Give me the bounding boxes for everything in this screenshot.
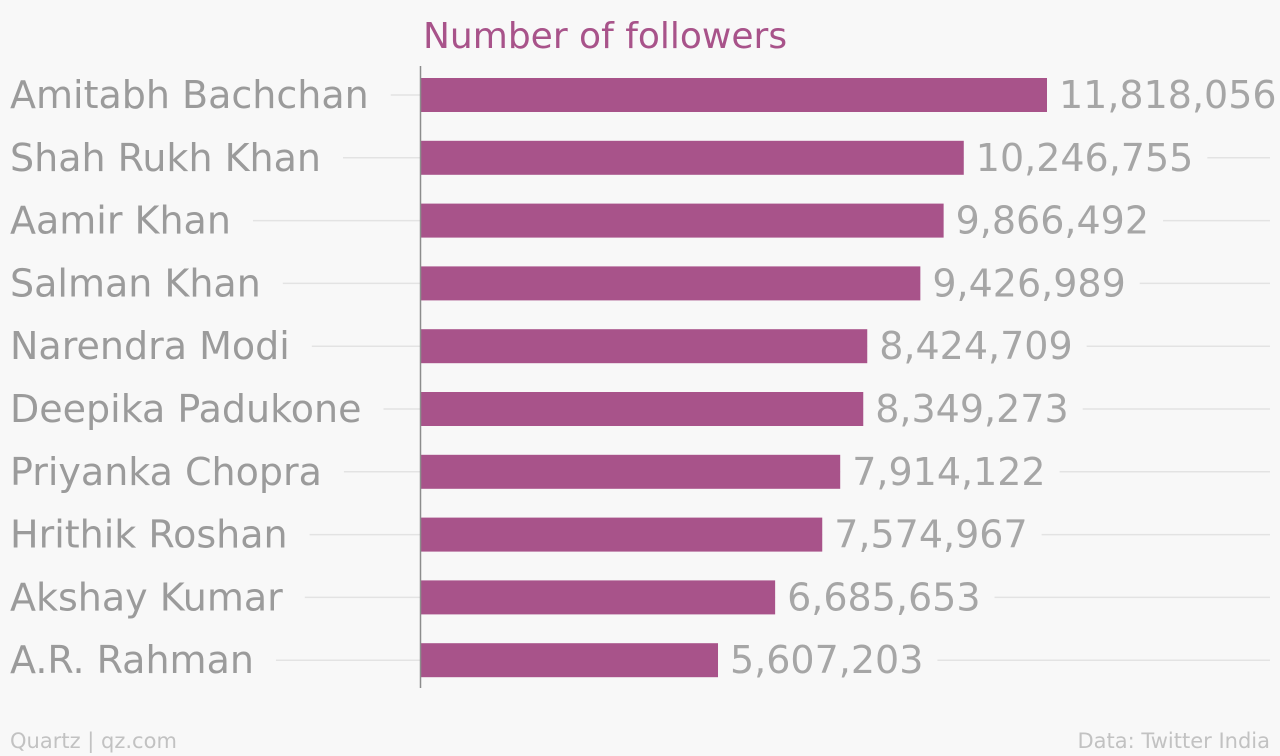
value-label: 11,818,056: [1059, 73, 1277, 117]
bars: [421, 78, 1047, 678]
value-labels: 11,818,056 10,246,755 9,866,492 9,426,989 8,…: [730, 73, 1277, 682]
category-label: Akshay Kumar: [10, 575, 283, 619]
category-label: Amitabh Bachchan: [10, 73, 369, 117]
category-label: A.R. Rahman: [10, 638, 254, 682]
value-label: 10,246,755: [976, 136, 1194, 180]
value-label: 9,866,492: [956, 199, 1149, 243]
value-label: 7,914,122: [852, 450, 1045, 494]
value-label-backdrop: [1047, 92, 1280, 98]
chart-title: Number of followers: [423, 16, 787, 57]
bar: [421, 580, 776, 615]
footer-source-left: Quartz | qz.com: [10, 729, 177, 754]
category-label: Deepika Padukone: [10, 387, 361, 431]
bar: [421, 392, 864, 426]
value-label-backdrop: [867, 343, 1087, 350]
value-label-backdrop: [775, 594, 995, 601]
category-labels: Amitabh Bachchan Shah Rukh Khan Aamir Khan…: [10, 73, 369, 682]
bar: [421, 517, 823, 552]
value-label-backdrop: [863, 406, 1083, 412]
bar: [421, 643, 719, 678]
value-label: 8,424,709: [879, 324, 1072, 368]
bar: [421, 266, 921, 301]
value-label: 7,574,967: [834, 513, 1027, 557]
value-label-backdrop: [943, 217, 1164, 224]
bar: [421, 203, 944, 238]
bar: [421, 454, 841, 489]
value-label-backdrop: [963, 154, 1208, 161]
value-label: 9,426,989: [932, 261, 1125, 305]
value-label: 5,607,203: [730, 638, 923, 682]
value-label-backdrop: [840, 468, 1060, 475]
value-label-backdrop: [718, 657, 938, 664]
value-label: 6,685,653: [787, 575, 980, 619]
category-label: Hrithik Roshan: [10, 513, 288, 557]
value-label: 8,349,273: [875, 387, 1068, 431]
value-label-backdrop: [822, 531, 1042, 538]
bar: [421, 329, 868, 364]
category-label: Salman Khan: [10, 261, 261, 305]
bar: [421, 78, 1047, 112]
category-label: Aamir Khan: [10, 199, 231, 243]
value-label-backdrop: [920, 280, 1140, 287]
bar: [421, 140, 964, 175]
category-label: Shah Rukh Khan: [10, 136, 321, 180]
category-label: Priyanka Chopra: [10, 450, 322, 494]
category-label: Narendra Modi: [10, 324, 290, 368]
footer-source-right: Data: Twitter India: [1078, 729, 1271, 753]
